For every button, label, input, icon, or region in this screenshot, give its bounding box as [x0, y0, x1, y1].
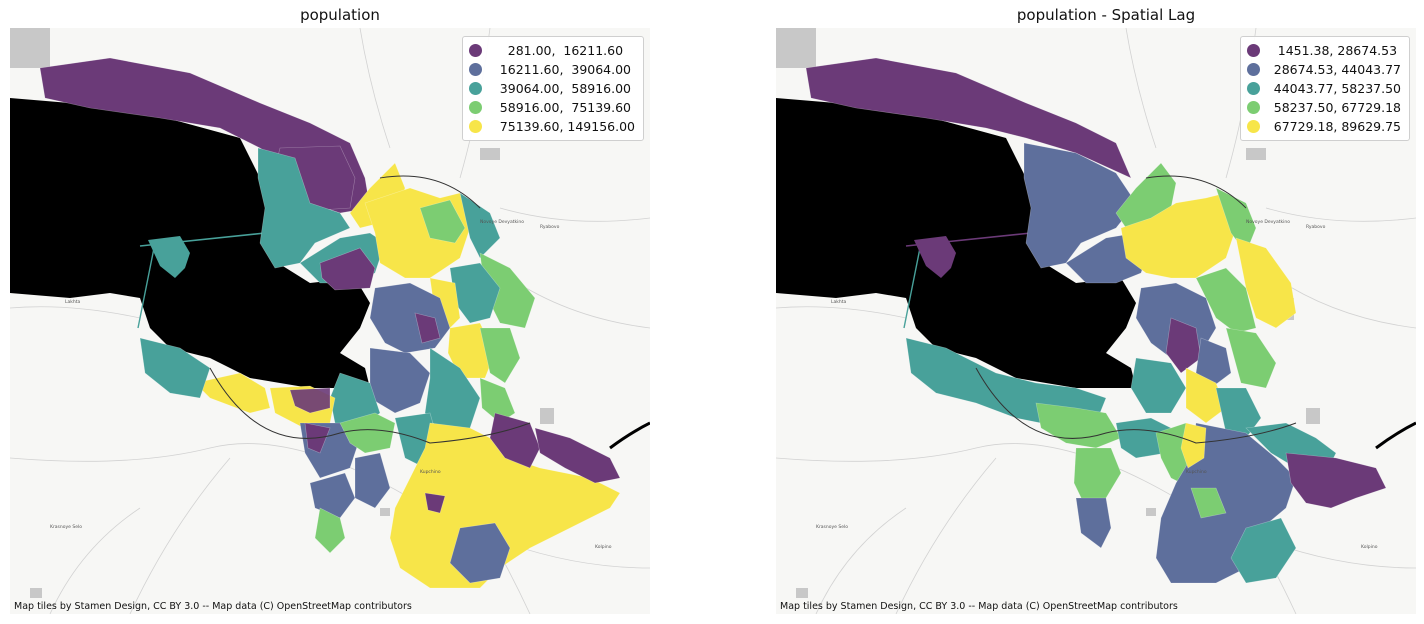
legend-label: 44043.77, 58237.50 [1273, 81, 1401, 96]
map-legend: 1451.38, 28674.53 28674.53, 44043.77 440… [1239, 36, 1410, 141]
legend-marker [468, 120, 482, 133]
map-title: population [300, 6, 380, 24]
place-label: Ryabovo [540, 224, 560, 230]
legend-marker [468, 101, 482, 114]
districts [39, 57, 621, 589]
legend-item: 44043.77, 58237.50 [1246, 79, 1401, 98]
place-label: Lakhta [831, 299, 846, 305]
legend-label: 1451.38, 28674.53 [1273, 43, 1398, 58]
map-title: population - Spatial Lag [1016, 6, 1196, 24]
legend-label: 58916.00, 75139.60 [495, 100, 632, 115]
place-label: Kolpino [1361, 544, 1378, 550]
legend-marker [1246, 44, 1260, 57]
neva-river [1375, 421, 1416, 450]
kronstadt-district [148, 236, 190, 278]
legend-marker [1246, 120, 1260, 133]
legend-item: 75139.60, 149156.00 [468, 117, 635, 136]
legend-item: 28674.53, 44043.77 [1246, 60, 1401, 79]
place-label: Ryabovo [1306, 224, 1326, 230]
map-panel-spatial-lag: population - Spatial Lag [776, 0, 1424, 624]
map-attribution: Map tiles by Stamen Design, CC BY 3.0 --… [14, 601, 412, 612]
choropleth-map[interactable]: Lakhta Krasnoye Selo Kupchino Kolpino Ry… [10, 28, 650, 614]
legend-label: 58237.50, 67729.18 [1273, 100, 1401, 115]
map-attribution: Map tiles by Stamen Design, CC BY 3.0 --… [780, 601, 1178, 612]
map-panel-population: population [10, 0, 670, 624]
gulf-of-finland [10, 98, 370, 388]
kronstadt-district [914, 236, 956, 278]
legend-label: 75139.60, 149156.00 [495, 119, 635, 134]
legend-item: 58237.50, 67729.18 [1246, 98, 1401, 117]
legend-label: 281.00, 16211.60 [495, 43, 624, 58]
legend-item: 16211.60, 39064.00 [468, 60, 635, 79]
legend-label: 28674.53, 44043.77 [1273, 62, 1401, 77]
legend-label: 39064.00, 58916.00 [495, 81, 632, 96]
map-svg: Lakhta Krasnoye Selo Kupchino Kolpino Ry… [776, 28, 1416, 614]
place-label: Krasnoye Selo [50, 524, 82, 530]
map-legend: 281.00, 16211.60 16211.60, 39064.00 3906… [461, 36, 644, 141]
gulf-of-finland [776, 98, 1136, 388]
place-labels: Lakhta Krasnoye Selo Kupchino Kolpino Ry… [816, 219, 1378, 550]
place-label: Kolpino [595, 544, 612, 550]
place-labels: Lakhta Krasnoye Selo Kupchino Kolpino Ry… [50, 219, 612, 550]
legend-marker [1246, 101, 1260, 114]
legend-marker [1246, 82, 1260, 95]
ring-road-north [379, 175, 481, 209]
ring-road [209, 367, 531, 444]
legend-marker [468, 44, 482, 57]
place-label: Kupchino [1186, 469, 1207, 475]
place-label: Novoye Devyatkino [1246, 219, 1290, 225]
legend-item: 1451.38, 28674.53 [1246, 41, 1401, 60]
legend-marker [1246, 63, 1260, 76]
ring-road-north [1145, 175, 1247, 209]
place-label: Kupchino [420, 469, 441, 475]
map-svg: Lakhta Krasnoye Selo Kupchino Kolpino Ry… [10, 28, 650, 614]
legend-item: 58916.00, 75139.60 [468, 98, 635, 117]
legend-item: 67729.18, 89629.75 [1246, 117, 1401, 136]
choropleth-map[interactable]: Lakhta Krasnoye Selo Kupchino Kolpino Ry… [776, 28, 1416, 614]
legend-label: 67729.18, 89629.75 [1273, 119, 1401, 134]
neva-river [609, 421, 650, 450]
place-label: Krasnoye Selo [816, 524, 848, 530]
legend-marker [468, 82, 482, 95]
dam-road-south [903, 242, 922, 329]
legend-item: 281.00, 16211.60 [468, 41, 635, 60]
districts [805, 57, 1387, 584]
legend-item: 39064.00, 58916.00 [468, 79, 635, 98]
place-label: Lakhta [65, 299, 80, 305]
legend-label: 16211.60, 39064.00 [495, 62, 632, 77]
place-label: Novoye Devyatkino [480, 219, 524, 225]
legend-marker [468, 63, 482, 76]
ring-road [975, 367, 1297, 444]
dam-road-south [137, 242, 156, 329]
